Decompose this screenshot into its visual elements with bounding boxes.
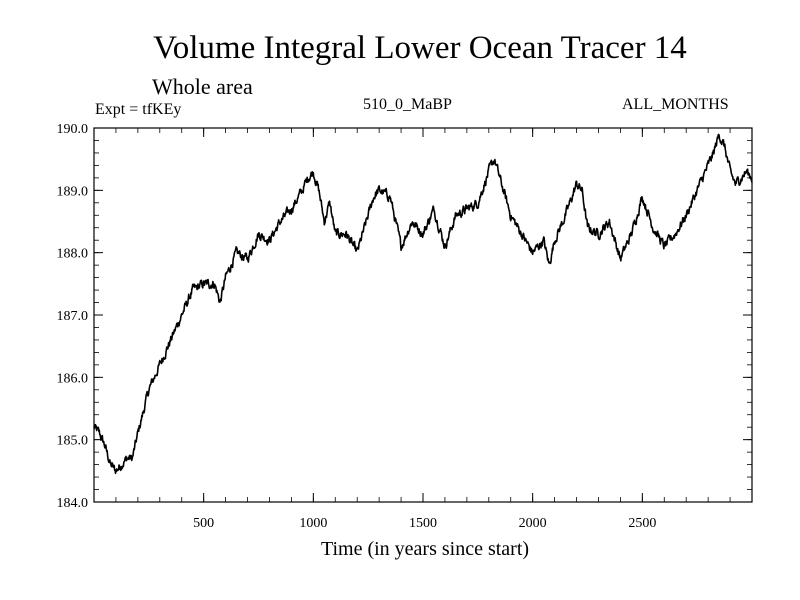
tracer-series-line [93,133,753,475]
y-tick-label: 190.0 [57,122,89,137]
x-tick-label: 1000 [299,516,327,531]
chart-ticks: 184.0 185.0 186.0 187.0 188.0 189.0 190.0 500 10… [57,122,752,531]
y-tick-label: 188.0 [57,247,89,262]
chart-series [93,133,753,475]
x-tick-label: 500 [193,516,214,531]
x-axis-label: Time (in years since start) [321,538,529,560]
y-tick-label: 185.0 [57,434,89,449]
x-tick-label: 2000 [519,516,547,531]
chart-subtitle: Whole area [152,74,253,99]
x-tick-label: 1500 [409,516,437,531]
months-label: ALL_MONTHS [622,96,729,113]
y-tick-label: 184.0 [57,496,89,511]
plot-frame [93,127,753,503]
period-label: 510_0_MaBP [363,96,452,113]
y-tick-label: 186.0 [57,371,89,386]
chart-title: Volume Integral Lower Ocean Tracer 14 [153,30,687,66]
experiment-label: Expt = tfKEy [95,101,182,118]
y-tick-label: 187.0 [57,309,89,324]
chart-axes [93,127,753,503]
y-tick-label: 189.0 [57,184,89,199]
x-tick-label: 2500 [628,516,656,531]
